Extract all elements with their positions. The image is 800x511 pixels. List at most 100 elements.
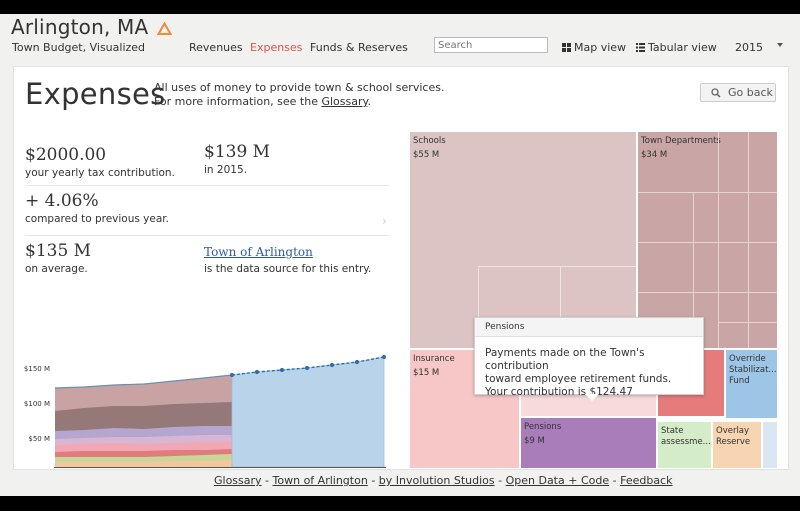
year-select[interactable]: 2015 (735, 41, 763, 54)
chevron-right-icon[interactable]: › (382, 214, 387, 228)
treemap-cell-schools[interactable]: Schools $55 M (409, 131, 637, 349)
app-page: Arlington, MA Town Budget, Visualized Re… (0, 14, 800, 496)
y-tick-label: $100 M (24, 400, 50, 408)
map-view-label: Map view (574, 41, 627, 54)
projection-point[interactable] (354, 359, 360, 365)
projection-area (229, 354, 387, 468)
search-icon (711, 88, 721, 98)
footer-links: Glossary - Town of Arlington - by Involu… (214, 474, 672, 487)
y-tick-label: $50 M (28, 435, 50, 443)
pensions-tooltip: Pensions Payments made on the Town's con… (474, 317, 704, 401)
treemap-subcell-divider (638, 242, 777, 243)
cell-value: $15 M (413, 368, 440, 378)
divider (25, 235, 389, 236)
projection-point[interactable] (304, 365, 310, 371)
description-suffix: . (367, 95, 371, 108)
go-back-label: Go back (728, 86, 773, 99)
tabular-view-label: Tabular view (648, 41, 717, 54)
brand-title[interactable]: Arlington, MA (11, 15, 172, 39)
treemap-subcell-divider (638, 192, 777, 193)
cell-name: Pensions (524, 422, 562, 432)
cell-value: $34 M (641, 150, 668, 160)
tax-contribution-value: $2000.00 (25, 145, 107, 165)
screen-border (0, 496, 800, 511)
treemap-subcell-divider (693, 192, 694, 348)
treemap-cell-state-assessments[interactable]: State assessme... (657, 421, 712, 469)
nav-funds-reserves[interactable]: Funds & Reserves (310, 41, 408, 54)
projection-point[interactable] (279, 367, 285, 373)
cell-name: Insurance (413, 354, 455, 364)
description-line-2: For more information, see the Glossary. (154, 95, 444, 109)
description-prefix: For more information, see the (154, 95, 318, 108)
change-label: compared to previous year. (25, 213, 169, 225)
treemap-cell-override-stabilization[interactable]: Override Stabilizat... Fund (725, 349, 778, 419)
cell-name: Override Stabilizat... Fund (729, 354, 777, 386)
average-value: $135 M (25, 241, 92, 261)
treemap-cell-pensions[interactable]: Pensions $9 M (520, 417, 657, 469)
treemap-cell-other[interactable] (762, 421, 778, 469)
treemap-cell-overlay-reserve[interactable]: Overlay Reserve (712, 421, 762, 469)
total-line (54, 374, 233, 389)
average-label: on average. (25, 263, 88, 275)
description-line: All uses of money to provide town & scho… (154, 81, 445, 94)
chevron-down-icon[interactable] (777, 43, 783, 47)
treemap-subcell (478, 266, 636, 348)
projection-point[interactable] (229, 372, 235, 378)
projection-point[interactable] (329, 362, 335, 368)
footer-open-data-link[interactable]: Open Data + Code (505, 474, 610, 487)
projection-point[interactable] (254, 369, 260, 375)
tooltip-arrow (585, 394, 599, 401)
brand-text[interactable]: Arlington, MA (11, 15, 149, 39)
cell-name: Schools (413, 136, 446, 146)
data-source-link[interactable]: Town of Arlington (204, 245, 313, 259)
search-input[interactable] (434, 37, 548, 53)
tooltip-header: Pensions (475, 318, 703, 337)
y-axis-labels: $150 M $100 M $50 M $ 0 (24, 365, 50, 443)
projection-point[interactable] (381, 354, 387, 360)
grid-icon (562, 43, 571, 52)
treemap-subcell-divider (718, 132, 719, 348)
divider (25, 185, 389, 186)
tooltip-body: Payments made on the Town's contribution… (485, 347, 700, 399)
treemap-subcell-divider (718, 322, 777, 323)
page-description: All uses of money to provide town & scho… (154, 81, 444, 109)
treemap-subcell-divider (748, 132, 749, 348)
change-value: + 4.06% (25, 191, 99, 211)
map-view-button[interactable]: Map view (562, 41, 626, 54)
projected-area (231, 356, 385, 468)
nav-expenses[interactable]: Expenses (250, 41, 303, 54)
expenses-card: Expenses All uses of money to provide to… (13, 66, 789, 470)
footer-separator: - (612, 474, 617, 487)
cell-name: State assessme... (661, 426, 711, 447)
expense-treemap: Schools $55 M Town Departments $34 M Ins… (409, 131, 778, 469)
footer-involution-link[interactable]: by Involution Studios (378, 474, 495, 487)
footer-separator: - (371, 474, 376, 487)
data-source-label: is the data source for this entry. (204, 263, 372, 275)
page-title: Expenses (25, 77, 166, 111)
cell-value: $9 M (524, 436, 545, 446)
glossary-link[interactable]: Glossary (321, 95, 368, 108)
footer-feedback-link[interactable]: Feedback (620, 474, 673, 487)
total-expense-label: in 2015. (204, 164, 247, 176)
footer-separator: - (265, 474, 270, 487)
treemap-subcell-divider (638, 292, 777, 293)
footer-glossary-link[interactable]: Glossary (214, 474, 262, 487)
brand-subtitle: Town Budget, Visualized (12, 41, 146, 54)
list-icon (636, 43, 645, 52)
cell-name: Overlay Reserve (716, 426, 751, 447)
treemap-cell-town-departments[interactable]: Town Departments $34 M (637, 131, 778, 349)
go-back-button[interactable]: Go back (700, 83, 776, 102)
footer-separator: - (498, 474, 503, 487)
footer-town-link[interactable]: Town of Arlington (272, 474, 368, 487)
y-tick-label: $150 M (24, 365, 50, 373)
expense-history-chart: $150 M $100 M $50 M $ 0 (24, 354, 387, 468)
tax-contribution-label: your yearly tax contribution. (25, 167, 175, 179)
total-expense-value: $139 M (204, 142, 271, 162)
cell-value: $55 M (413, 150, 440, 160)
tooltip-title: Pensions (485, 322, 525, 332)
area-series-reserve (55, 460, 232, 467)
historical-area-stack (54, 374, 233, 467)
nav-revenues[interactable]: Revenues (189, 41, 243, 54)
triangle-logo-icon (156, 22, 172, 35)
tabular-view-button[interactable]: Tabular view (636, 41, 717, 54)
